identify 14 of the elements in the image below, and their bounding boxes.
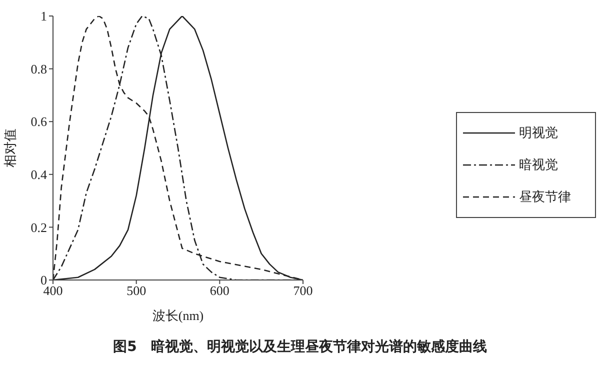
legend-label: 昼夜节律: [519, 188, 571, 206]
x-tick-label: 600: [210, 283, 230, 298]
y-tick-label: 0.6: [30, 114, 48, 130]
legend-label: 明视觉: [519, 124, 558, 142]
y-tick-label: 0.4: [30, 167, 48, 182]
y-tick-label: 1: [40, 8, 47, 24]
y-tick-label: 0.8: [30, 61, 47, 76]
x-axis-title: 波长(nm): [152, 308, 204, 323]
x-tick-label: 700: [293, 283, 313, 298]
y-axis-title: 相对值: [2, 128, 18, 168]
y-tick-label: 0.2: [30, 220, 47, 235]
text: 图5 暗视觉、明视觉以及生理昼夜节律对光谱的敏感度曲线: [112, 338, 488, 356]
x-tick-label: 500: [126, 283, 146, 298]
legend-label: 暗视觉: [519, 156, 558, 174]
